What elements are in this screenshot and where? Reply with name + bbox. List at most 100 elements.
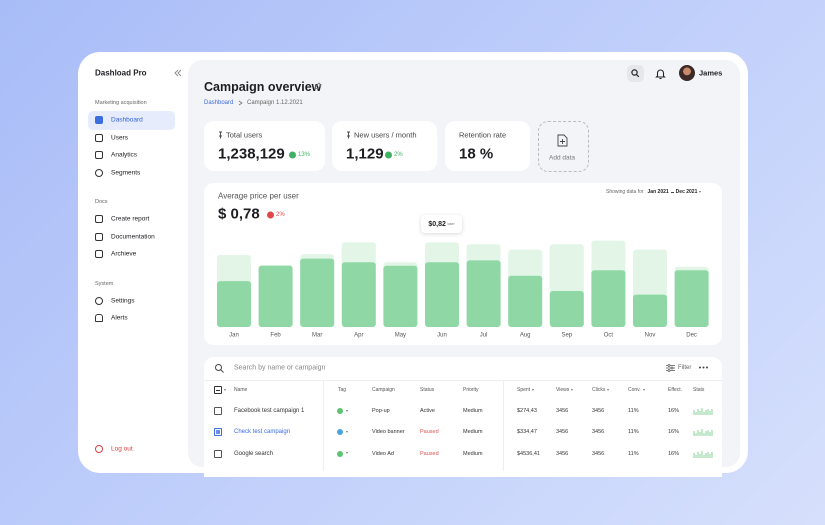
tooltip-value: $0,82 [428,220,446,228]
x-tick-label: Aug [520,333,531,339]
cell-effect: 16% [668,408,680,414]
icon [95,134,103,142]
icon [95,297,103,305]
breadcrumb-separator [238,100,243,106]
chart-change: 2% [276,212,285,218]
add-data-card[interactable] [538,121,589,172]
logout[interactable]: Log out [111,445,133,453]
filter-button[interactable]: Filter [678,365,692,371]
x-tick-label: Dec [686,333,697,339]
column-header[interactable]: Status [420,387,435,393]
nav-item[interactable]: Dashboard [111,116,143,124]
brand: Dashload Pro [95,68,147,78]
cell-name[interactable]: Facebook test campaign 1 [234,408,305,414]
search-input[interactable]: Search by name or campaign [234,364,326,372]
nav-item[interactable]: Create report [111,215,150,223]
cell-views: 3456 [556,429,569,436]
stats-sparkline [693,450,713,458]
stat-label: Total users [226,130,263,140]
tag-dot [337,408,343,414]
cell-name[interactable]: Google search [234,450,274,457]
divider [204,380,722,381]
nav-item[interactable]: Analytics [111,151,138,159]
icon [95,250,103,258]
cell-clicks: 3456 [592,429,605,436]
bar [425,262,459,327]
x-tick-label: Oct [604,333,614,339]
cell-spent: $4536,41 [517,450,540,457]
bar [674,270,709,327]
column-header[interactable]: Views [556,387,573,393]
nav-item[interactable]: Users [111,134,128,142]
bar [508,275,543,327]
check-fill [216,430,220,435]
tooltip-unit: /user [446,222,455,226]
column-header[interactable]: Priority [463,387,479,393]
column-header[interactable]: Conv. [628,387,645,393]
collapse-button[interactable] [174,69,182,77]
range-from: Jan 2021 [647,189,669,195]
x-tick-label: Sep [561,333,572,339]
x-tick-label: Nov [645,333,656,339]
add-icon [557,134,568,147]
bar [258,265,293,327]
cell-campaign: Pop-up [372,408,390,414]
add-data-label[interactable]: Add data [549,154,576,162]
cell-status: Paused [420,429,439,436]
x-tick-label: May [395,333,406,339]
nav-item[interactable]: Archieve [111,250,137,258]
bar [591,270,626,327]
user-name[interactable]: James [699,68,723,78]
column-header[interactable]: Name [234,387,248,393]
edit-icon[interactable] [314,82,322,90]
nav-item[interactable]: Alerts [111,314,128,322]
cell-effect: 16% [668,429,680,436]
bar [300,258,335,327]
bar [383,265,418,327]
x-tick-label: Jun [437,333,447,339]
chart-title: Average price per user [218,191,299,201]
stat-value: 18 % [459,145,494,163]
tag-dot [337,429,343,436]
stats-sparkline [693,408,713,415]
section-title: System [95,281,114,287]
column-header[interactable]: Effect. [668,387,683,393]
page-title: Campaign overview [204,80,322,94]
cell-priority: Medium [463,429,483,436]
breadcrumb-link[interactable]: Dashboard [204,100,234,106]
breadcrumb-current: Campaign 1.12.2021 [247,100,303,106]
tag-menu[interactable] [344,451,348,457]
nav-item[interactable]: Settings [111,297,135,305]
x-tick-label: Apr [354,333,363,339]
range-prefix: Showing data for [606,189,644,195]
avatar[interactable] [679,65,695,81]
row-checkbox[interactable] [214,449,222,458]
select-menu[interactable] [222,387,226,393]
tag-menu[interactable] [344,408,348,414]
down-badge [267,211,274,219]
cell-views: 3456 [556,450,569,457]
notifications-button[interactable] [654,67,667,80]
column-header[interactable]: Clicks [592,387,609,393]
range-dash [670,191,674,193]
cell-name[interactable]: Check test campaign [234,429,291,436]
row-checkbox[interactable] [214,428,222,437]
icon [95,233,103,241]
select-all-checkbox[interactable] [214,386,222,394]
up-badge [385,151,392,159]
x-tick-label: Feb [270,333,281,339]
column-header[interactable]: Stats [693,387,705,393]
column-header[interactable]: Tag [338,387,347,393]
row-checkbox[interactable] [214,407,222,415]
date-range[interactable]: Showing data for Jan 2021 Dec 2021 [606,189,701,195]
column-header[interactable]: Spent [517,387,534,393]
tag-menu[interactable] [344,429,348,435]
column-header[interactable]: Campaign [372,387,395,393]
bar [633,294,667,327]
active-highlight [88,111,175,130]
nav-item[interactable]: Segments [111,169,141,177]
cell-effect: 16% [668,450,680,457]
search-button[interactable] [627,65,644,82]
nav-item[interactable]: Documentation [111,233,155,241]
more-button[interactable] [699,366,708,369]
